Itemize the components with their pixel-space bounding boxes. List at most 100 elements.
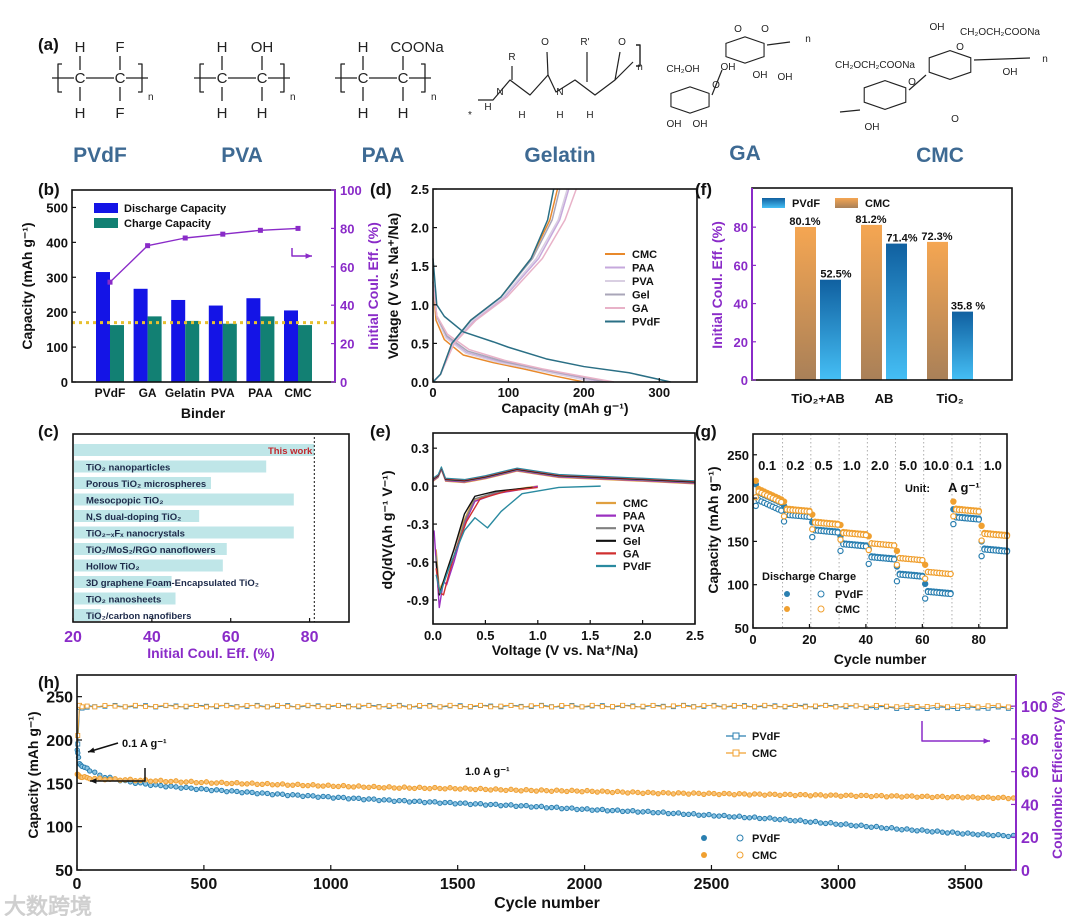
legend-label: PVdF (835, 589, 863, 601)
bar-this-work (74, 444, 315, 456)
capacity-point-pvdf (609, 807, 616, 814)
capacity-point-cmc (579, 789, 585, 795)
capacity-point-cmc (574, 788, 580, 794)
y-axis-title: Voltage (V vs. Na⁺/Na) (385, 213, 401, 359)
gelatin-atom: H (484, 102, 491, 113)
x-tick-label: 1.0 (529, 628, 547, 643)
capacity-point-pvdf (751, 814, 758, 820)
capacity-point-pvdf (335, 794, 342, 801)
capacity-point-cmc (609, 789, 616, 796)
bracket-left (340, 63, 345, 93)
capacity-point-cmc (741, 791, 748, 797)
y-tick-label: 400 (46, 235, 68, 250)
gelatin-atom: R' (580, 37, 589, 48)
capacity-point-cmc (731, 792, 737, 798)
y2-tick-label: 100 (340, 183, 362, 198)
bond (614, 51, 621, 81)
plot-frame-e (432, 432, 696, 625)
capacity-point-pvdf (731, 814, 737, 820)
carbon-atom: C (257, 70, 268, 87)
bond (766, 41, 791, 46)
ga-atom: OH (721, 62, 736, 73)
capacity-point-cmc (264, 780, 271, 787)
capacity-point-cmc (985, 794, 991, 800)
legend-marker-discharge (701, 852, 707, 858)
capacity-point-pvdf (178, 785, 184, 791)
x-tick-label: 60 (915, 632, 929, 647)
y-tick-label: -0.6 (407, 555, 429, 570)
capacity-point-cmc (356, 783, 362, 789)
capacity-point-cmc (564, 788, 570, 795)
capacity-point-pvdf (482, 802, 489, 808)
charge-point-pvdf (865, 560, 872, 568)
bar-charge-capacity-pvdf (110, 325, 124, 382)
sugar-ring (863, 80, 907, 110)
capacity-point-cmc (396, 785, 403, 791)
y-tick-label: -0.3 (407, 517, 429, 532)
ce-point-cmc (873, 703, 879, 708)
ce-point-cmc (528, 703, 534, 709)
ce-point-cmc (447, 702, 453, 708)
ce-point-cmc (742, 703, 747, 709)
charge-curve-pvdf (432, 188, 555, 383)
capacity-point-cmc (782, 791, 788, 798)
bar-cmc-2 (927, 241, 948, 380)
capacity-point-cmc (503, 787, 509, 794)
capacity-point-pvdf (762, 815, 768, 822)
capacity-point-pvdf (234, 788, 240, 795)
legend-label: CMC (865, 198, 890, 210)
capacity-point-pvdf (990, 832, 996, 839)
bond (908, 74, 927, 91)
charge-point-cmc (947, 570, 954, 578)
gelatin-atom: H (518, 110, 525, 121)
panel-label-b: (b) (38, 180, 60, 199)
capacity-point-cmc (188, 778, 194, 785)
x-tick-label: 2.0 (634, 628, 652, 643)
capacity-point-cmc (787, 791, 793, 798)
bar-label: TiO₂/carbon nanofibers (86, 611, 191, 622)
value-label: 52.5% (820, 269, 851, 281)
capacity-point-cmc (147, 778, 154, 784)
bar-charge-capacity-ga (147, 316, 162, 382)
rate-annotation: 0.1 A g⁻¹ (122, 738, 167, 750)
charge-point-cmc (837, 536, 844, 543)
capacity-point-cmc (944, 794, 951, 801)
ce-point-cmc (122, 704, 128, 710)
ce-line-pvdf (76, 704, 1014, 754)
polymer-name-cmc: CMC (916, 144, 964, 167)
rate-label: 10.0 (924, 458, 949, 473)
charge-point-cmc (893, 561, 901, 568)
capacity-point-cmc (447, 785, 453, 791)
ce-point-cmc (467, 704, 473, 709)
bracket-right (280, 63, 285, 93)
capacity-point-pvdf (736, 813, 743, 819)
capacity-point-pvdf (330, 795, 337, 801)
bar-discharge-capacity-ga (133, 288, 148, 382)
ce-point-cmc (579, 704, 585, 710)
capacity-point-cmc (822, 793, 829, 799)
capacity-point-pvdf (919, 827, 925, 833)
capacity-point-pvdf (229, 788, 235, 794)
capacity-point-cmc (213, 780, 220, 786)
capacity-point-pvdf (904, 826, 910, 832)
capacity-point-cmc (873, 793, 880, 799)
ce-point-cmc (376, 704, 382, 710)
y-tick-label: 0.3 (411, 441, 429, 456)
x-tick-label: GA (139, 386, 157, 400)
capacity-point-pvdf (345, 796, 352, 802)
plot-frame-d (432, 188, 698, 383)
capacity-point-cmc (812, 792, 819, 798)
capacity-point-pvdf (406, 799, 413, 805)
capacity-point-pvdf (533, 803, 540, 810)
capacity-point-pvdf (589, 807, 595, 813)
ce-point-cmc (549, 704, 555, 710)
charge-point-pvdf (780, 518, 788, 525)
capacity-point-cmc (254, 781, 260, 788)
capacity-point-cmc (305, 782, 311, 789)
capacity-point-pvdf (888, 825, 895, 831)
bar-charge-capacity-paa (260, 316, 275, 382)
watermark: 大数跨境 (4, 894, 92, 916)
cmc-atom: CH₂OCH₂COONa (835, 60, 915, 71)
this-work-label: This work (268, 446, 313, 457)
